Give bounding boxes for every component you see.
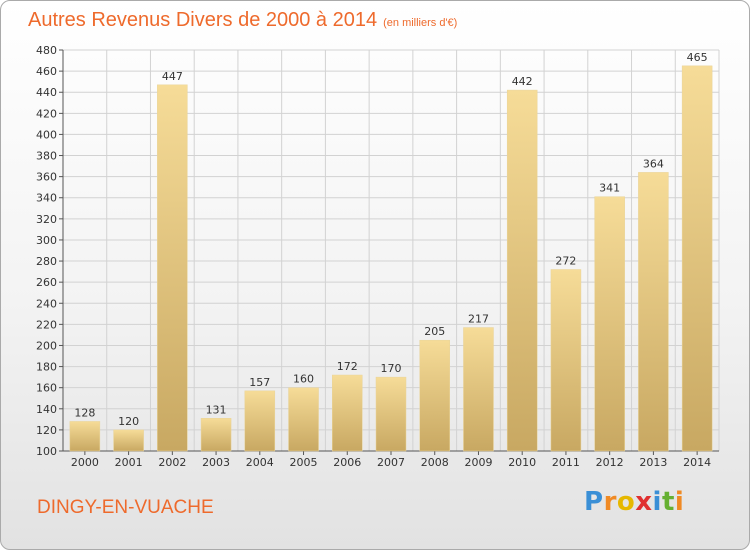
bar-2011[interactable] xyxy=(550,269,582,452)
bar-2008[interactable] xyxy=(419,339,450,452)
bar-2000[interactable] xyxy=(69,421,101,452)
value-label-2009: 217 xyxy=(468,313,489,326)
bar-2009[interactable] xyxy=(463,327,494,452)
bar-2003[interactable] xyxy=(200,418,232,452)
y-tick-label: 380 xyxy=(36,150,57,163)
x-tick-label-2000: 2000 xyxy=(71,456,99,469)
value-label-2000: 128 xyxy=(74,406,95,419)
x-tick-label-2007: 2007 xyxy=(377,456,405,469)
x-tick-label-2002: 2002 xyxy=(158,456,186,469)
value-label-2002: 447 xyxy=(162,70,183,83)
bar-2001[interactable] xyxy=(113,429,144,452)
chart-title-text: Autres Revenus Divers de 2000 à 2014 xyxy=(28,9,378,31)
x-tick-label-2004: 2004 xyxy=(246,456,274,469)
bar-2006[interactable] xyxy=(332,374,363,452)
y-tick-label: 440 xyxy=(36,86,57,99)
bars xyxy=(69,65,713,452)
chart-unit: (en milliers d'€) xyxy=(383,17,458,29)
bar-2013[interactable] xyxy=(638,172,669,452)
x-tick-label-2006: 2006 xyxy=(333,456,361,469)
y-tick-label: 480 xyxy=(36,44,57,57)
y-tick-label: 220 xyxy=(36,318,57,331)
chart-title: Autres Revenus Divers de 2000 à 2014 (en … xyxy=(28,9,457,32)
y-tick-label: 300 xyxy=(36,234,57,247)
value-label-2001: 120 xyxy=(118,415,139,428)
y-tick-label: 200 xyxy=(36,339,57,352)
bar-2005[interactable] xyxy=(288,387,319,452)
labels: 100 120 140 160 180 200 220 240 260 280 300 320 340 3… xyxy=(36,44,711,469)
value-label-2004: 157 xyxy=(249,376,270,389)
y-tick-label: 180 xyxy=(36,361,57,374)
x-tick-label-2009: 2009 xyxy=(464,456,492,469)
value-label-2007: 170 xyxy=(381,362,402,375)
value-label-2010: 442 xyxy=(512,75,533,88)
y-tick-label: 120 xyxy=(36,424,57,437)
x-tick-label-2010: 2010 xyxy=(508,456,536,469)
y-tick-label: 460 xyxy=(36,65,57,78)
logo-letter: i xyxy=(652,487,662,517)
y-tick-label: 360 xyxy=(36,171,57,184)
value-label-2013: 364 xyxy=(643,157,664,170)
logo-letter: o xyxy=(616,487,636,517)
y-tick-label: 420 xyxy=(36,107,57,120)
logo-letter: t xyxy=(661,487,675,517)
x-tick-label-2013: 2013 xyxy=(639,456,667,469)
x-tick-label-2005: 2005 xyxy=(290,456,318,469)
logo-letter: r xyxy=(603,487,617,517)
y-tick-label: 160 xyxy=(36,382,57,395)
x-tick-label-2008: 2008 xyxy=(421,456,449,469)
y-tick-label: 280 xyxy=(36,255,57,268)
value-label-2014: 465 xyxy=(687,51,708,64)
bar-2014[interactable] xyxy=(681,65,713,452)
logo-letter: i xyxy=(674,487,685,517)
value-label-2003: 131 xyxy=(206,403,227,416)
x-tick-label-2012: 2012 xyxy=(596,456,624,469)
y-tick-label: 400 xyxy=(36,128,57,141)
proxiti-logo[interactable]: Proxiti xyxy=(584,487,684,517)
bar-2010[interactable] xyxy=(506,89,538,452)
value-label-2011: 272 xyxy=(555,254,576,267)
y-tick-label: 320 xyxy=(36,213,57,226)
x-tick-label-2014: 2014 xyxy=(683,456,711,469)
y-tick-label: 340 xyxy=(36,192,57,205)
value-label-2005: 160 xyxy=(293,373,314,386)
x-tick-label-2011: 2011 xyxy=(552,456,580,469)
value-label-2006: 172 xyxy=(337,360,358,373)
bar-2012[interactable] xyxy=(594,196,625,452)
x-tick-label-2001: 2001 xyxy=(115,456,143,469)
bar-2004[interactable] xyxy=(244,390,276,452)
logo-letter: x xyxy=(635,487,653,517)
y-tick-label: 260 xyxy=(36,276,57,289)
logo-letter: P xyxy=(584,487,604,517)
y-tick-label: 240 xyxy=(36,297,57,310)
bar-2002[interactable] xyxy=(157,84,188,452)
commune-name: DINGY-EN-VUACHE xyxy=(37,497,214,518)
value-label-2012: 341 xyxy=(599,182,620,195)
value-label-2008: 205 xyxy=(424,325,445,338)
bar-2007[interactable] xyxy=(375,376,407,452)
x-tick-label-2003: 2003 xyxy=(202,456,230,469)
y-tick-label: 100 xyxy=(36,445,57,458)
y-tick-label: 140 xyxy=(36,403,57,416)
